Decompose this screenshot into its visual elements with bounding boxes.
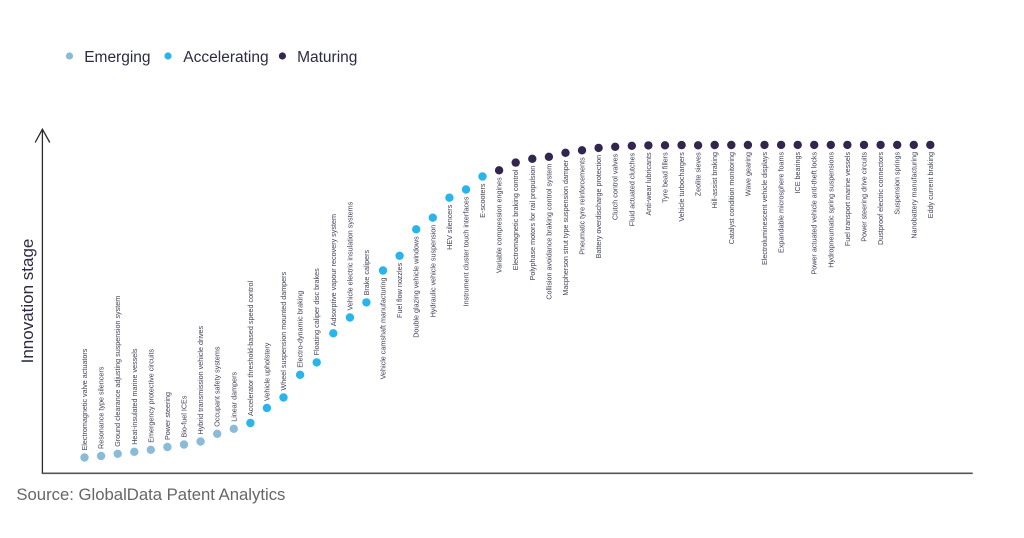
svg-text:Polyphase motors for rail prop: Polyphase motors for rail propulsion <box>528 166 537 281</box>
svg-text:Hydropneumatic spring suspensi: Hydropneumatic spring suspensions <box>826 152 835 268</box>
svg-text:Power steering: Power steering <box>163 392 172 440</box>
svg-text:Vehicle turbochargers: Vehicle turbochargers <box>677 152 686 222</box>
svg-text:Hybrid transmission vehicle dr: Hybrid transmission vehicle drives <box>196 325 205 434</box>
svg-text:Variable compression engines: Variable compression engines <box>495 177 504 273</box>
svg-text:ICE bearings: ICE bearings <box>793 152 802 194</box>
svg-text:Source: GlobalData Patent Anal: Source: GlobalData Patent Analytics <box>16 485 285 504</box>
svg-text:Suspension springs: Suspension springs <box>893 151 902 214</box>
svg-text:HEV silencers: HEV silencers <box>445 204 454 250</box>
svg-text:Occupant safety systems: Occupant safety systems <box>213 346 222 427</box>
svg-text:Zeolite sieves: Zeolite sieves <box>694 152 703 196</box>
svg-text:Clutch control valves: Clutch control valves <box>611 153 620 220</box>
svg-text:Nanobattery manufacturing: Nanobattery manufacturing <box>909 152 918 239</box>
svg-text:Brake calipers: Brake calipers <box>362 249 371 295</box>
svg-text:Hydraulic vehicle suspension: Hydraulic vehicle suspension <box>428 225 437 318</box>
svg-text:Anti-wear lubricants: Anti-wear lubricants <box>644 152 653 216</box>
svg-text:Ground clearance adjusting sus: Ground clearance adjusting suspension sy… <box>113 296 122 447</box>
svg-text:Bio-fuel ICEs: Bio-fuel ICEs <box>180 395 189 437</box>
svg-text:Instrument cluster touch inter: Instrument cluster touch interfaces <box>462 196 471 306</box>
svg-text:Catalyst condition monitoring: Catalyst condition monitoring <box>727 152 736 244</box>
svg-text:Fuel flow nozzles: Fuel flow nozzles <box>395 262 404 318</box>
svg-text:Wheel suspension mounted dampe: Wheel suspension mounted dampers <box>279 271 288 390</box>
svg-text:Dustproof electric connectors: Dustproof electric connectors <box>876 152 885 245</box>
svg-text:Electro-dynamic braking: Electro-dynamic braking <box>296 291 305 368</box>
svg-text:Fluid actuated clutches: Fluid actuated clutches <box>627 152 636 226</box>
svg-text:Power actuated vehicle anti-th: Power actuated vehicle anti-theft locks <box>810 151 819 274</box>
svg-text:Electroluminescent vehicle dis: Electroluminescent vehicle displays <box>760 152 769 265</box>
svg-text:Vehicle electric insulation sy: Vehicle electric insulation systems <box>345 201 354 310</box>
svg-text:Electromagnetic braking contro: Electromagnetic braking control <box>511 169 520 270</box>
svg-text:Fuel transport marine vessels: Fuel transport marine vessels <box>843 152 852 247</box>
svg-text:Vehicle upholstery: Vehicle upholstery <box>262 342 271 401</box>
svg-text:Accelerating: Accelerating <box>183 49 268 66</box>
svg-text:Expandable microsphere foams: Expandable microsphere foams <box>777 151 786 252</box>
svg-text:Collision avoidance braking co: Collision avoidance braking control syst… <box>544 164 553 300</box>
svg-text:E-scooters: E-scooters <box>478 183 487 218</box>
svg-text:Battery overdischarge protecti: Battery overdischarge protection <box>594 155 603 258</box>
svg-text:Pneumatic tyre reinforcements: Pneumatic tyre reinforcements <box>578 157 587 255</box>
svg-text:Tyre bead fillers: Tyre bead fillers <box>661 152 670 203</box>
svg-text:Emerging: Emerging <box>84 49 150 66</box>
svg-text:Eddy current braking: Eddy current braking <box>926 152 935 218</box>
svg-text:Resonance type silencers: Resonance type silencers <box>97 366 106 449</box>
svg-text:Wave gearing: Wave gearing <box>743 152 752 196</box>
svg-text:Vehicle camshaft manufacturing: Vehicle camshaft manufacturing <box>379 278 388 380</box>
svg-text:Heat-insulated marine vessels: Heat-insulated marine vessels <box>130 348 139 445</box>
svg-text:Linear dampers: Linear dampers <box>229 371 238 421</box>
svg-text:Hill-assist braking: Hill-assist braking <box>710 152 719 208</box>
svg-text:Electromagnetic valve actuator: Electromagnetic valve actuators <box>80 348 89 450</box>
svg-text:Accelerator threshold-based sp: Accelerator threshold-based speed contro… <box>246 281 255 416</box>
svg-text:Maturing: Maturing <box>297 49 357 66</box>
svg-text:Floating caliper disc brakes: Floating caliper disc brakes <box>312 268 321 355</box>
svg-text:Double glazing vehicle windows: Double glazing vehicle windows <box>412 236 421 338</box>
svg-text:Emergency protective circuits: Emergency protective circuits <box>146 349 155 443</box>
svg-text:Innovation stage: Innovation stage <box>18 239 37 364</box>
svg-text:Macpherson strut type suspensi: Macpherson strut type suspension damper <box>561 159 570 295</box>
svg-text:Adsorptive vapour recovery sys: Adsorptive vapour recovery system <box>329 214 338 326</box>
svg-text:Power steering drive circuits: Power steering drive circuits <box>860 152 869 242</box>
